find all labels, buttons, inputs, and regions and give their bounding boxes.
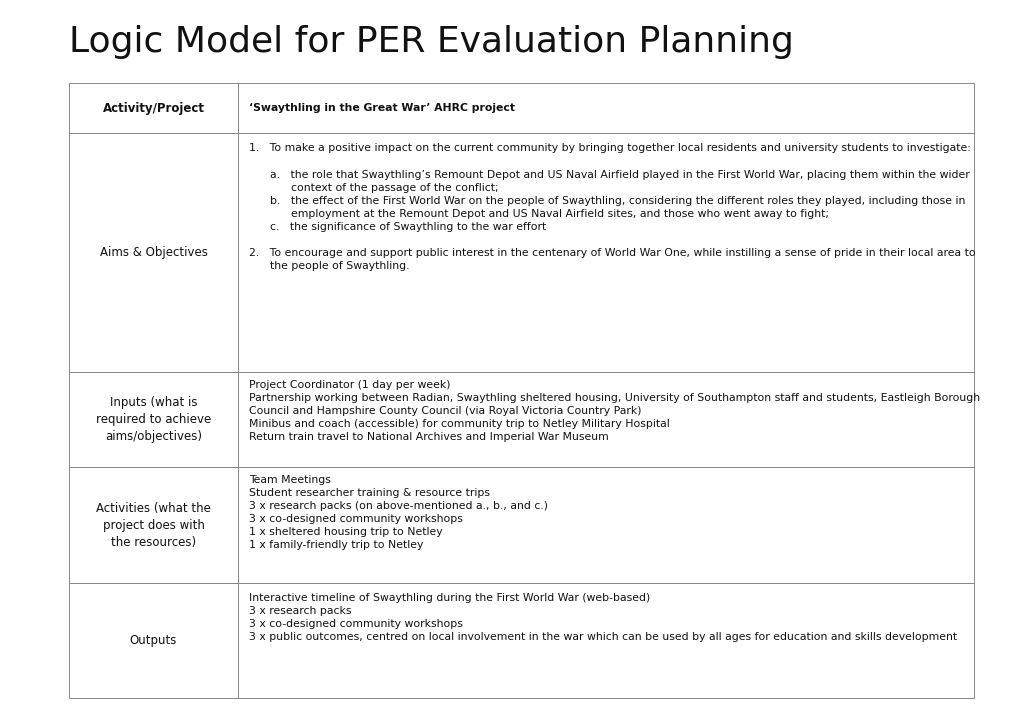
Text: Interactive timeline of Swaythling during the First World War (web-based)
3 x re: Interactive timeline of Swaythling durin… xyxy=(249,593,956,642)
Text: Outputs: Outputs xyxy=(129,634,177,647)
Text: Project Coordinator (1 day per week)
Partnership working between Radian, Swaythl: Project Coordinator (1 day per week) Par… xyxy=(249,380,979,442)
Text: Logic Model for PER Evaluation Planning: Logic Model for PER Evaluation Planning xyxy=(69,25,794,59)
Text: Aims & Objectives: Aims & Objectives xyxy=(100,246,207,259)
Bar xyxy=(69,372,237,467)
Bar xyxy=(237,133,973,372)
Text: Inputs (what is
required to achieve
aims/objectives): Inputs (what is required to achieve aims… xyxy=(96,396,211,443)
Text: Team Meetings
Student researcher training & resource trips
3 x research packs (o: Team Meetings Student researcher trainin… xyxy=(249,475,547,550)
Text: ‘Swaythling in the Great War’ AHRC project: ‘Swaythling in the Great War’ AHRC proje… xyxy=(249,103,515,113)
Bar xyxy=(237,372,973,467)
Bar xyxy=(69,83,237,133)
Bar xyxy=(69,467,237,583)
Bar xyxy=(237,83,973,133)
Bar xyxy=(237,583,973,698)
Text: Activity/Project: Activity/Project xyxy=(103,102,205,115)
Text: Activities (what the
project does with
the resources): Activities (what the project does with t… xyxy=(96,502,211,549)
Bar xyxy=(69,133,237,372)
Bar xyxy=(69,583,237,698)
Bar xyxy=(237,467,973,583)
Text: 1.   To make a positive impact on the current community by bringing together loc: 1. To make a positive impact on the curr… xyxy=(249,143,974,271)
